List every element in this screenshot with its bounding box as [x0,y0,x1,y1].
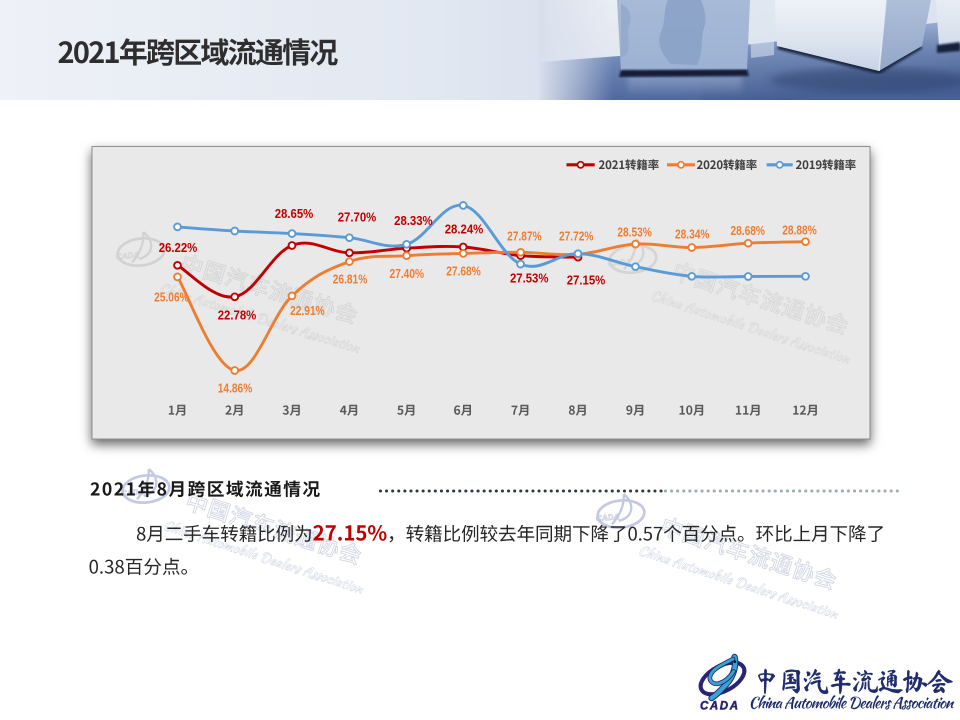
svg-text:28.88%: 28.88% [782,224,817,238]
svg-text:22.91%: 22.91% [290,304,325,318]
svg-text:28.65%: 28.65% [275,206,314,221]
svg-text:28.68%: 28.68% [730,224,765,238]
svg-text:27.68%: 27.68% [446,264,481,278]
svg-text:26.81%: 26.81% [333,273,368,287]
svg-text:26.22%: 26.22% [159,240,198,255]
svg-text:28.24%: 28.24% [445,222,484,237]
svg-text:27.40%: 27.40% [390,267,425,281]
svg-text:25.06%: 25.06% [154,291,189,305]
svg-text:CADA: CADA [700,701,738,713]
svg-text:27.15%: 27.15% [567,273,606,288]
svg-text:27.70%: 27.70% [338,209,377,224]
svg-text:28.33%: 28.33% [394,213,433,228]
svg-text:27.53%: 27.53% [510,270,549,285]
svg-text:27.87%: 27.87% [507,229,542,243]
svg-text:22.78%: 22.78% [218,308,257,323]
svg-text:28.34%: 28.34% [675,228,710,242]
svg-text:27.72%: 27.72% [559,229,594,243]
svg-text:28.53%: 28.53% [617,226,652,240]
svg-text:14.86%: 14.86% [218,382,253,396]
